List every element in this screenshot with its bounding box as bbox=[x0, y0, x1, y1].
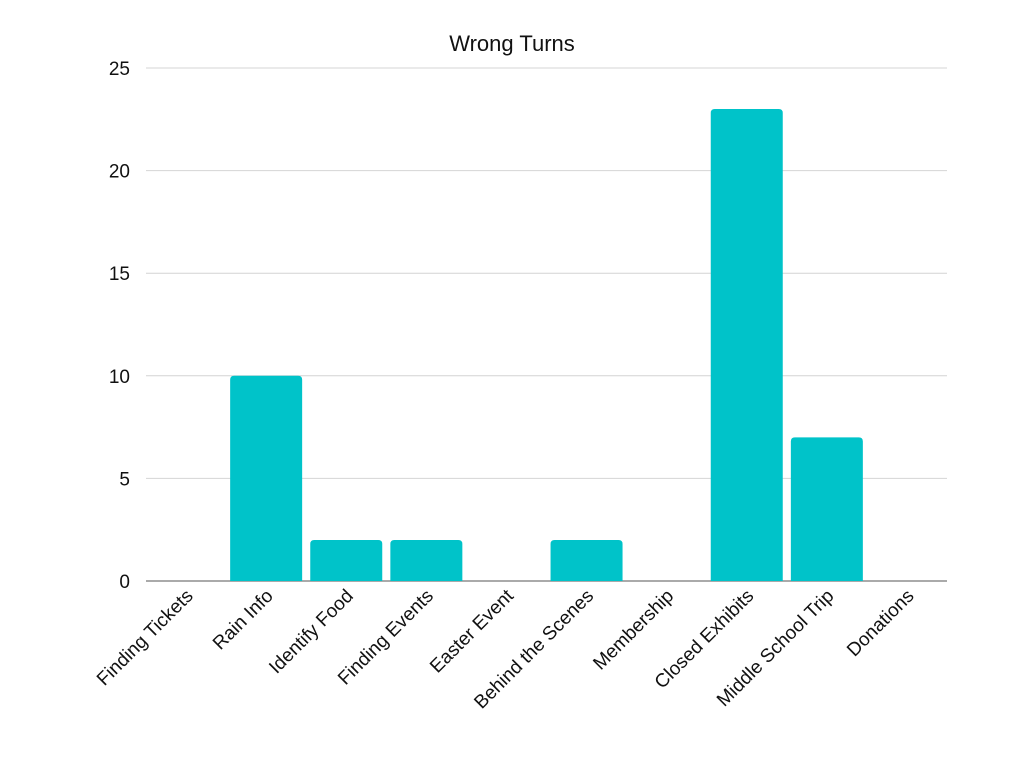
bar bbox=[310, 539, 383, 581]
y-tick-label: 10 bbox=[109, 367, 130, 388]
y-axis-ticks: 0 5 10 15 20 25 bbox=[109, 59, 130, 593]
x-tick-label: Finding Tickets bbox=[93, 586, 197, 690]
bar bbox=[230, 375, 303, 581]
y-tick-label: 15 bbox=[109, 264, 130, 285]
y-tick-label: 25 bbox=[109, 59, 130, 80]
x-tick-label: Membership bbox=[589, 586, 678, 675]
bar bbox=[390, 539, 463, 581]
bar bbox=[550, 539, 623, 581]
bars bbox=[230, 109, 863, 581]
x-tick-label: Donations bbox=[843, 586, 918, 661]
bar bbox=[790, 437, 863, 581]
y-tick-label: 5 bbox=[119, 469, 130, 490]
x-tick-label: Rain Info bbox=[209, 586, 278, 655]
chart-title: Wrong Turns bbox=[449, 31, 575, 56]
y-tick-label: 0 bbox=[119, 572, 130, 593]
bar bbox=[710, 109, 783, 581]
y-tick-label: 20 bbox=[109, 162, 130, 183]
